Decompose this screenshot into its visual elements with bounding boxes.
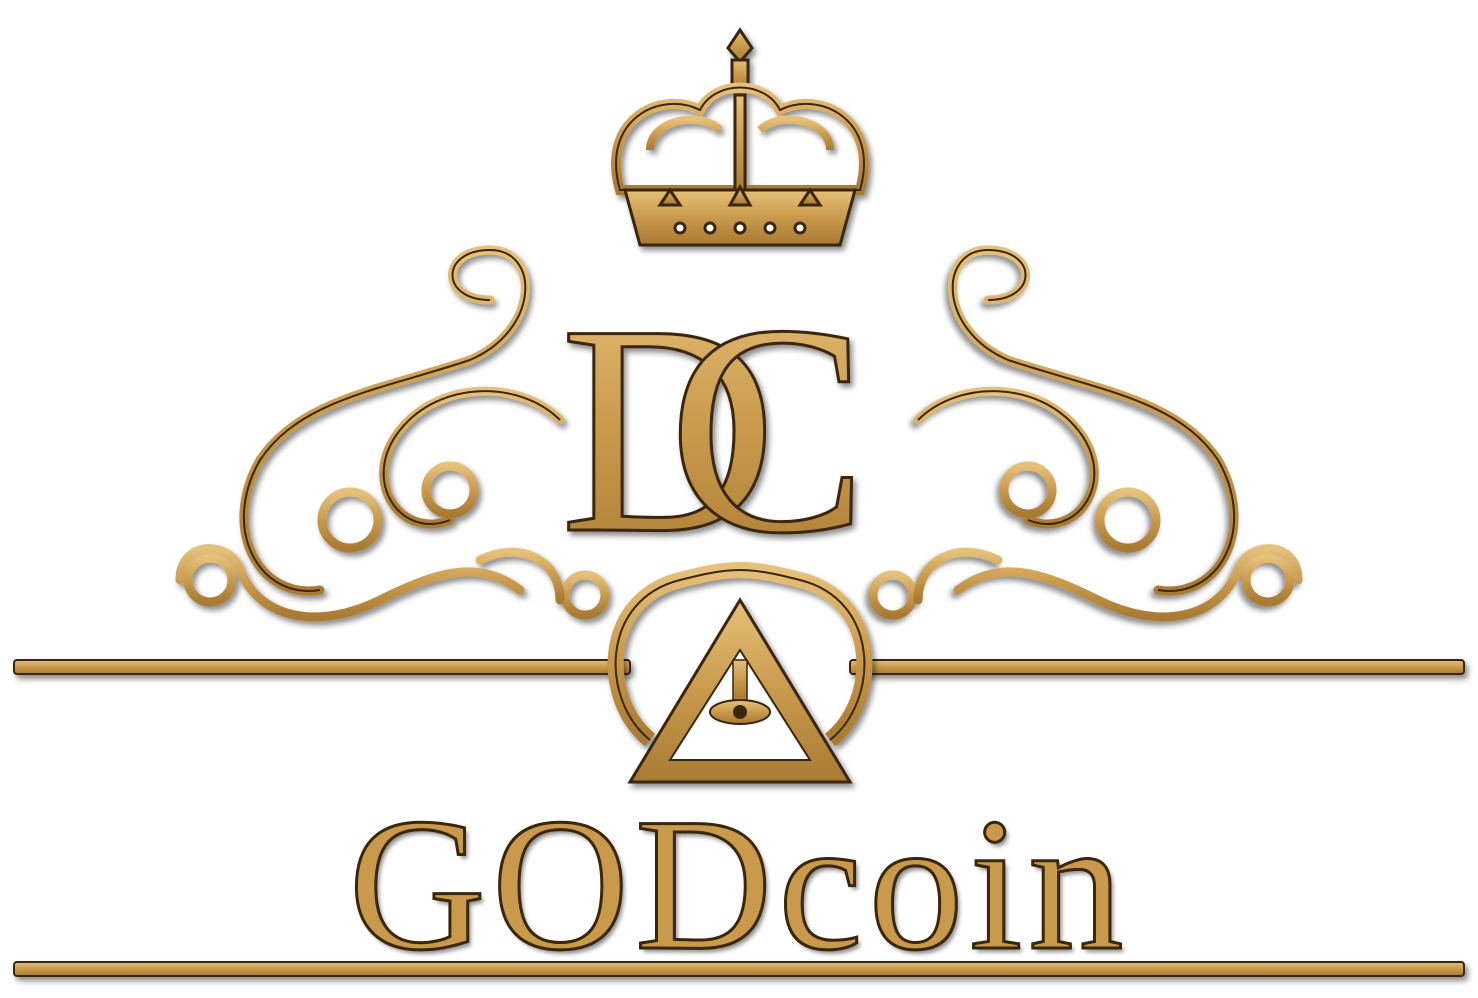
dc-monogram: D C — [559, 262, 870, 597]
divider-lines — [13, 659, 1465, 977]
monogram-c: C — [668, 263, 868, 595]
brand-wordmark: GODcoin — [347, 780, 1130, 990]
left-ornamental-scroll-icon — [175, 245, 610, 622]
eye-of-providence-icon — [607, 561, 873, 784]
monogram-d: D — [560, 263, 777, 595]
crown-icon — [611, 27, 869, 247]
right-ornamental-scroll-icon — [868, 245, 1303, 622]
